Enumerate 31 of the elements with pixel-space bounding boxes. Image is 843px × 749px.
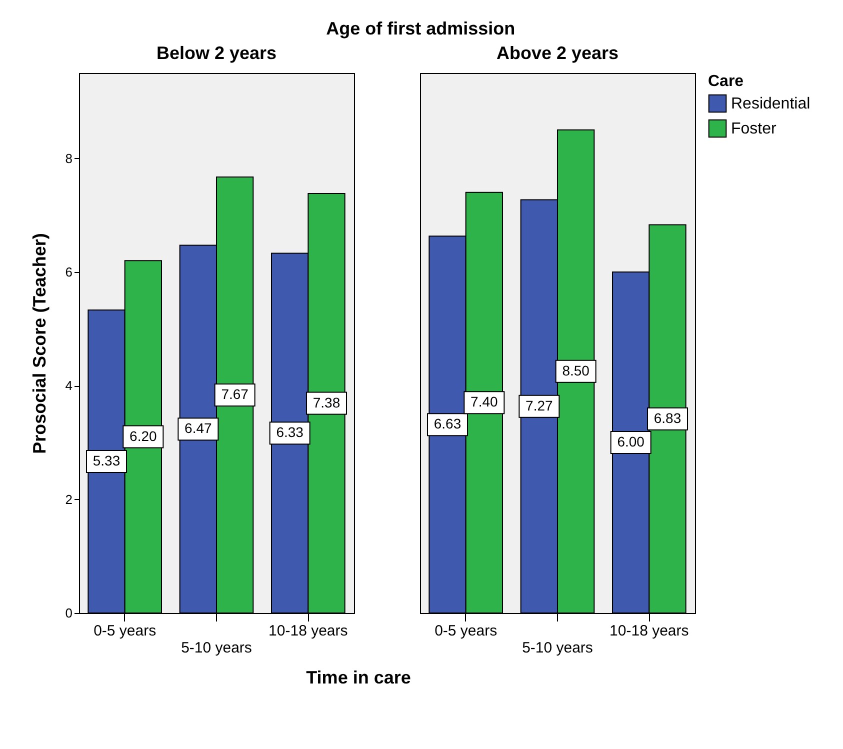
legend-label: Residential [731, 96, 810, 112]
x-tick-label: 10-18 years [268, 622, 348, 640]
data-label: 6.63 [434, 416, 462, 432]
data-label: 6.33 [276, 424, 304, 440]
data-label: 5.33 [92, 452, 120, 469]
data-label: 7.38 [312, 394, 340, 410]
y-tick-label: 4 [65, 378, 72, 394]
x-tick-label: 5-10 years [522, 640, 593, 656]
y-tick-label: 6 [65, 264, 72, 280]
x-tick-label: 5-10 years [181, 640, 252, 656]
chart-subtitle: Above 2 years [496, 43, 619, 63]
data-label: 8.50 [562, 362, 590, 378]
data-label: 6.20 [130, 428, 158, 444]
text: Age of first admission [326, 18, 516, 38]
x-axis-title: Time in care [306, 668, 411, 688]
y-tick-label: 8 [65, 150, 72, 166]
x-tick-label: 10-18 years [610, 622, 689, 640]
y-tick-label: 2 [65, 492, 72, 507]
data-label: 6.00 [617, 433, 645, 450]
data-label: 6.47 [184, 420, 212, 436]
legend-title: Care [708, 73, 744, 90]
chart-subtitle: Below 2 years [156, 43, 277, 63]
data-label: 7.40 [470, 394, 498, 410]
data-label: 7.67 [221, 386, 249, 402]
x-tick-label: 0-5 years [94, 622, 156, 640]
data-label: 7.27 [526, 397, 554, 414]
x-tick-label: 0-5 years [434, 622, 498, 640]
legend-label: Foster [731, 120, 778, 138]
data-label: 6.83 [654, 410, 682, 426]
y-tick-label: 0 [65, 606, 72, 620]
y-axis-title: Prosocial Score (Teacher) [29, 233, 50, 454]
